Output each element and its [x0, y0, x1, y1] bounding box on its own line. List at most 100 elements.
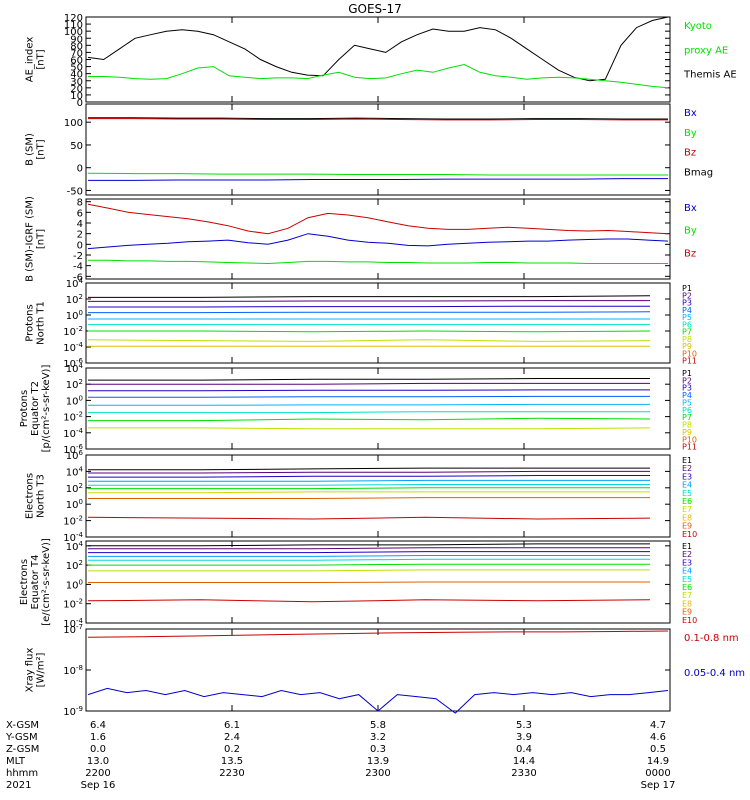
y-tick-label: 40 — [70, 70, 83, 81]
ephemeris-value: 13.9 — [367, 756, 389, 767]
y-tick-label: 100 — [64, 118, 83, 129]
y-axis-label: Electrons — [25, 473, 36, 519]
legend-label: E9 — [682, 608, 692, 617]
ephemeris-value: Sep 16 — [81, 780, 116, 791]
ephemeris-label: Z-GSM — [6, 744, 39, 755]
y-tick-label: 10-2 — [63, 411, 83, 424]
legend-label: P2 — [682, 291, 692, 300]
ephemeris-label: MLT — [6, 756, 26, 767]
series-line-bsm-3 — [88, 178, 668, 181]
series-line-protons_t2-4 — [88, 403, 650, 406]
y-axis-label: Equator T2 — [30, 381, 41, 436]
legend-label: E9 — [682, 522, 692, 531]
y-tick-label: 10 — [70, 91, 83, 102]
y-tick-label: 0 — [77, 98, 83, 109]
panel-xray: 10-9 10-8 10-7 Xray flux [W/m²] 0.1-0.8 nm 0.0… — [25, 623, 746, 718]
y-axis-label: North T3 — [36, 474, 47, 518]
panel-frame — [85, 16, 671, 103]
y-axis-label: Electrons — [19, 559, 30, 605]
panel-protons_t1: 10-6 10-4 10-2 100 102 104 Protons North T1 P1P2… — [25, 277, 698, 370]
y-tick-label: 100 — [66, 394, 83, 407]
panel-frame — [85, 454, 671, 538]
series-line-electrons_t3-1 — [88, 470, 650, 474]
y-tick-label: 10-9 — [63, 705, 83, 718]
y-tick-label: -6 — [73, 272, 83, 283]
legend-label: P1 — [682, 284, 692, 293]
legend-label: P4 — [682, 306, 692, 315]
legend-label: P1 — [682, 369, 692, 378]
legend-label: Kyoto — [684, 21, 712, 32]
ephemeris-value: 6.4 — [90, 720, 106, 731]
y-axis-label: [e/(cm²-s-sr-keV)] — [41, 538, 52, 626]
y-axis-label: [nT] — [36, 229, 47, 249]
ephemeris-value: 0.5 — [650, 744, 666, 755]
panel-protons_t2: 10-6 10-4 10-2 100 102 104 Protons Equator T2 [p… — [19, 362, 697, 456]
legend-label: P3 — [682, 299, 692, 308]
series-line-electrons_t4-4 — [88, 558, 650, 561]
y-tick-label: 10-6 — [63, 443, 83, 456]
legend-label: E4 — [682, 567, 692, 576]
y-tick-label: 90 — [70, 34, 83, 45]
series-line-protons_t1-0 — [88, 295, 651, 298]
legend-label: P4 — [682, 391, 692, 400]
figure-title: GOES-17 — [348, 2, 402, 16]
legend-label: P6 — [682, 320, 692, 329]
legend-label: E6 — [682, 497, 692, 506]
series-line-electrons_t3-5 — [88, 487, 650, 490]
legend-label: E7 — [682, 591, 692, 600]
legend-label: P2 — [682, 376, 692, 385]
ephemeris-label: X-GSM — [6, 720, 39, 731]
series-line-electrons_t3-7 — [88, 497, 650, 499]
ephemeris-value: 2230 — [219, 768, 244, 779]
y-tick-label: 10-6 — [63, 357, 83, 370]
y-tick-label: 10-4 — [63, 341, 83, 354]
y-tick-label: 0 — [77, 164, 83, 175]
ephemeris-value: 0.3 — [370, 744, 386, 755]
series-line-electrons_t4-5 — [88, 563, 650, 566]
series-line-protons_t2-2 — [88, 389, 650, 392]
y-tick-label: 4 — [77, 219, 83, 230]
legend-label: P3 — [682, 384, 692, 393]
series-line-ae-0 — [87, 16, 669, 82]
y-tick-label: 102 — [66, 378, 83, 391]
ephemeris-table: X-GSM 6.4 6.1 5.8 5.3 4.7 Y-GSM 1.6 2.4 3.2 3.9 4.6… — [5, 720, 675, 791]
y-axis-label: Protons — [25, 304, 36, 341]
y-tick-label: 80 — [70, 41, 83, 52]
y-tick-label: 20 — [70, 84, 83, 95]
series-line-electrons_t4-3 — [88, 555, 650, 557]
legend-label: P5 — [682, 398, 692, 407]
y-tick-label: 10-2 — [63, 325, 83, 338]
legend-label: E8 — [682, 513, 692, 522]
legend-label: E10 — [682, 616, 697, 625]
ephemeris-value: 0.4 — [516, 744, 532, 755]
ephemeris-value: 6.1 — [224, 720, 240, 731]
y-tick-label: 100 — [66, 498, 83, 511]
ephemeris-value: 4.7 — [650, 720, 666, 731]
y-tick-label: 104 — [66, 465, 84, 478]
y-tick-label: -4 — [73, 262, 83, 273]
legend-label: E3 — [682, 472, 692, 481]
series-line-electrons_t4-8 — [87, 599, 651, 603]
ephemeris-value: 5.8 — [370, 720, 386, 731]
legend-label: 0.1-0.8 nm — [684, 633, 739, 644]
panel-frame — [85, 282, 671, 364]
ephemeris-value: 4.6 — [650, 732, 666, 743]
panel-frame — [85, 628, 671, 712]
series-line-protons_t2-6 — [88, 417, 651, 422]
series-line-electrons_t4-6 — [88, 569, 650, 572]
panel-electrons_t4: 10-4 10-2 100 102 104 Electrons Equator T4 [e/(… — [19, 538, 697, 630]
y-axis-label: [W/m²] — [36, 652, 47, 687]
legend-label: P8 — [682, 421, 692, 430]
series-line-electrons_t4-7 — [88, 581, 650, 583]
ephemeris-label: hhmm — [6, 768, 38, 779]
legend-label: P11 — [682, 443, 697, 452]
series-line-protons_t1-6 — [88, 330, 651, 333]
legend-label: Themis AE — [683, 70, 737, 81]
series-line-electrons_t3-8 — [87, 516, 651, 520]
ephemeris-value: 14.4 — [513, 756, 535, 767]
series-line-electrons_t4-1 — [88, 547, 650, 550]
ephemeris-value: 1.6 — [90, 732, 106, 743]
y-axis-label: [nT] — [36, 139, 47, 159]
